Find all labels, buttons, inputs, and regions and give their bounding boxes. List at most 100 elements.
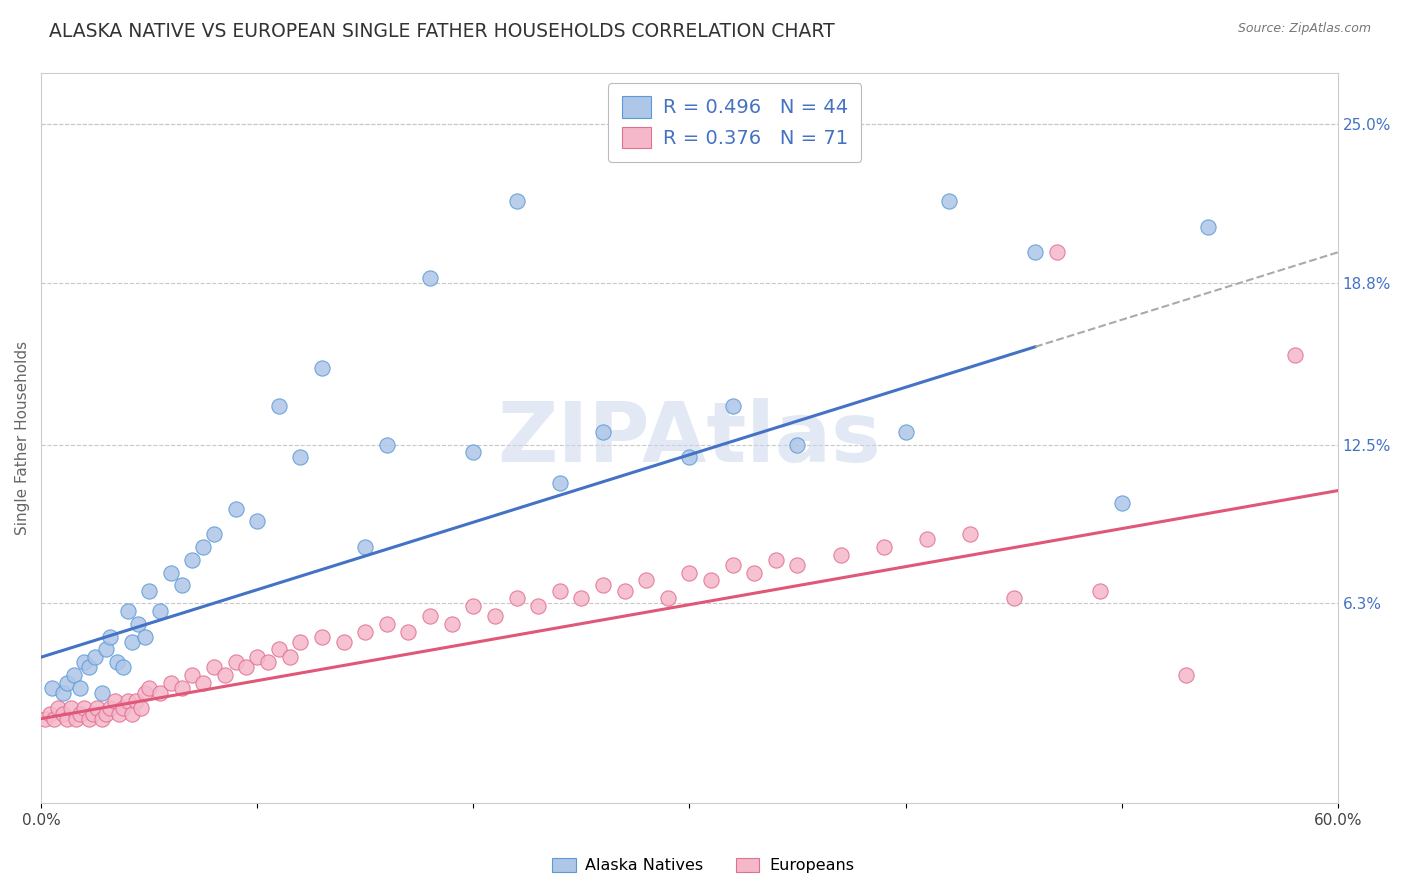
Point	[657, 591, 679, 606]
Point	[52, 686, 75, 700]
Point	[571, 591, 593, 606]
Point	[82, 706, 104, 721]
Point	[181, 553, 204, 567]
Point	[214, 668, 236, 682]
Point	[613, 583, 636, 598]
Point	[1284, 348, 1306, 362]
Point	[86, 701, 108, 715]
Point	[1002, 591, 1025, 606]
Point	[548, 475, 571, 490]
Point	[257, 655, 280, 669]
Point	[527, 599, 550, 613]
Point	[62, 668, 84, 682]
Point	[1197, 219, 1219, 234]
Point	[193, 540, 215, 554]
Point	[98, 701, 121, 715]
Point	[108, 706, 131, 721]
Point	[65, 712, 87, 726]
Point	[311, 630, 333, 644]
Point	[636, 574, 658, 588]
Point	[181, 668, 204, 682]
Point	[105, 655, 128, 669]
Point	[1088, 583, 1111, 598]
Text: Source: ZipAtlas.com: Source: ZipAtlas.com	[1237, 22, 1371, 36]
Point	[42, 712, 65, 726]
Point	[129, 701, 152, 715]
Point	[938, 194, 960, 208]
Point	[678, 450, 700, 465]
Point	[786, 437, 808, 451]
Point	[159, 675, 181, 690]
Point	[311, 360, 333, 375]
Point	[419, 609, 441, 624]
Point	[915, 533, 938, 547]
Point	[77, 712, 100, 726]
Point	[484, 609, 506, 624]
Point	[959, 527, 981, 541]
Point	[1111, 496, 1133, 510]
Point	[246, 650, 269, 665]
Point	[721, 558, 744, 572]
Point	[52, 706, 75, 721]
Point	[354, 624, 377, 639]
Point	[90, 712, 112, 726]
Point	[125, 694, 148, 708]
Point	[73, 655, 96, 669]
Text: ZIPAtlas: ZIPAtlas	[498, 398, 882, 479]
Point	[721, 399, 744, 413]
Point	[69, 706, 91, 721]
Point	[742, 566, 765, 580]
Point	[548, 583, 571, 598]
Point	[117, 604, 139, 618]
Point	[505, 591, 527, 606]
Point	[170, 578, 193, 592]
Point	[138, 583, 160, 598]
Point	[463, 599, 485, 613]
Point	[375, 616, 398, 631]
Point	[678, 566, 700, 580]
Point	[77, 660, 100, 674]
Point	[290, 635, 312, 649]
Point	[1175, 668, 1198, 682]
Point	[375, 437, 398, 451]
Point	[94, 642, 117, 657]
Point	[149, 686, 172, 700]
Point	[1024, 245, 1046, 260]
Point	[765, 553, 787, 567]
Point	[419, 271, 441, 285]
Point	[332, 635, 354, 649]
Point	[94, 706, 117, 721]
Point	[873, 540, 896, 554]
Point	[69, 681, 91, 695]
Point	[98, 630, 121, 644]
Point	[48, 701, 70, 715]
Point	[134, 686, 156, 700]
Point	[225, 655, 247, 669]
Point	[170, 681, 193, 695]
Point	[1046, 245, 1069, 260]
Point	[149, 604, 172, 618]
Point	[700, 574, 723, 588]
Point	[505, 194, 527, 208]
Point	[121, 635, 143, 649]
Point	[134, 630, 156, 644]
Point	[225, 501, 247, 516]
Point	[202, 660, 225, 674]
Point	[592, 578, 614, 592]
Point	[278, 650, 301, 665]
Point	[786, 558, 808, 572]
Legend: R = 0.496   N = 44, R = 0.376   N = 71: R = 0.496 N = 44, R = 0.376 N = 71	[609, 83, 862, 162]
Point	[90, 686, 112, 700]
Point	[354, 540, 377, 554]
Point	[84, 650, 107, 665]
Point	[41, 681, 63, 695]
Point	[112, 660, 135, 674]
Point	[117, 694, 139, 708]
Point	[60, 701, 83, 715]
Point	[267, 399, 290, 413]
Point	[159, 566, 181, 580]
Point	[267, 642, 290, 657]
Point	[235, 660, 257, 674]
Point	[894, 425, 917, 439]
Point	[193, 675, 215, 690]
